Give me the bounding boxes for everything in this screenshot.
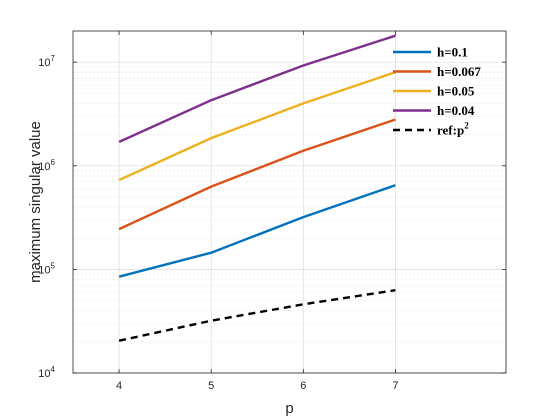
y-axis-label: maximum singular value <box>27 121 44 283</box>
legend-label: h=0.067 <box>437 64 481 79</box>
x-tick-label: 7 <box>392 380 398 392</box>
series-line <box>118 71 396 182</box>
y-tick-label: 107 <box>38 54 55 69</box>
x-tick-label: 4 <box>116 380 122 392</box>
legend-label: h=0.04 <box>437 103 475 118</box>
legend: h=0.1 h=0.067 h=0.05 h=0.04 ref:p2 <box>393 45 481 138</box>
series-lines <box>118 34 396 342</box>
legend-label: h=0.1 <box>437 45 468 60</box>
series-line <box>118 34 396 143</box>
legend-label: ref:p2 <box>437 121 469 138</box>
plot-frame <box>72 30 507 374</box>
x-axis-label: p <box>285 400 293 417</box>
series-line <box>118 184 396 278</box>
x-axis-ticks: 4 5 6 7 <box>116 31 399 392</box>
y-tick-label: 104 <box>38 365 55 380</box>
x-tick-label: 5 <box>208 380 214 392</box>
legend-label: h=0.05 <box>437 84 475 99</box>
series-line <box>118 289 396 342</box>
x-tick-label: 6 <box>300 380 306 392</box>
plot-area <box>73 31 506 373</box>
series-line <box>118 118 396 231</box>
